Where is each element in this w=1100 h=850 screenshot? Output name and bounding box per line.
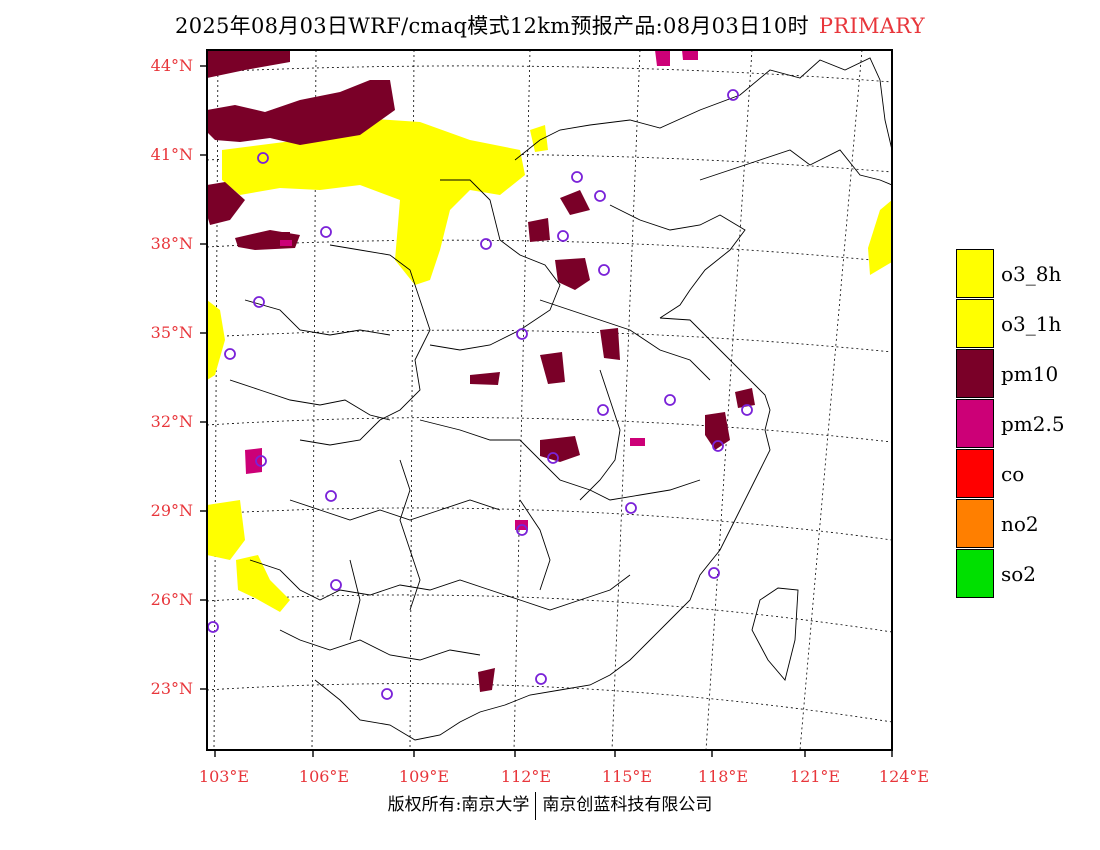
legend-swatch — [956, 499, 994, 548]
title-main: 2025年08月03日WRF/cmaq模式12km预报产品:08月03日10时 — [175, 14, 809, 38]
lat-label: 38°N — [151, 234, 193, 253]
lon-label: 118°E — [698, 767, 748, 786]
legend-label: o3_1h — [1001, 312, 1062, 336]
lon-label: 103°E — [199, 767, 249, 786]
lat-label: 23°N — [151, 679, 193, 698]
lon-label: 121°E — [790, 767, 840, 786]
lon-label: 124°E — [879, 767, 929, 786]
legend-swatch — [956, 399, 994, 448]
footer-left: 版权所有:南京大学 — [387, 795, 530, 815]
legend-label: so2 — [1001, 562, 1037, 586]
station-markers — [207, 89, 753, 700]
lon-label: 109°E — [399, 767, 449, 786]
legend-swatch — [956, 299, 994, 348]
lon-label: 112°E — [501, 767, 551, 786]
lat-labels: 44°N 41°N 38°N 35°N 32°N 29°N 26°N 23°N — [151, 56, 193, 698]
legend-swatch — [956, 249, 994, 298]
copyright-footer: 版权所有:南京大学 南京创蓝科技有限公司 — [0, 790, 1100, 820]
legend-swatch — [956, 449, 994, 498]
legend-label: o3_8h — [1001, 262, 1062, 286]
footer-right: 南京创蓝科技有限公司 — [542, 795, 713, 815]
lat-label: 35°N — [151, 323, 193, 342]
boundaries — [229, 57, 893, 741]
lat-label: 41°N — [151, 145, 193, 164]
footer-divider — [535, 791, 537, 820]
legend-label: pm10 — [1001, 362, 1059, 386]
legend-label: pm2.5 — [1001, 412, 1065, 436]
map-frame — [206, 49, 893, 751]
lat-label: 29°N — [151, 501, 193, 520]
lon-label: 106°E — [299, 767, 349, 786]
pm10-patches — [207, 50, 755, 692]
map-title: 2025年08月03日WRF/cmaq模式12km预报产品:08月03日10时 P… — [0, 10, 1100, 40]
legend-label: no2 — [1001, 512, 1039, 536]
lat-label: 26°N — [151, 590, 193, 609]
lon-label: 115°E — [602, 767, 652, 786]
ticks — [200, 65, 893, 757]
title-accent: PRIMARY — [818, 14, 925, 38]
legend-swatch — [956, 549, 994, 598]
o3-patches — [207, 118, 892, 612]
legend-swatch — [956, 349, 994, 398]
legend-label: co — [1001, 462, 1025, 486]
lon-labels: 103°E 106°E 109°E 112°E 115°E 118°E 121°… — [199, 767, 929, 786]
lat-label: 44°N — [151, 56, 193, 75]
lat-label: 32°N — [151, 412, 193, 431]
